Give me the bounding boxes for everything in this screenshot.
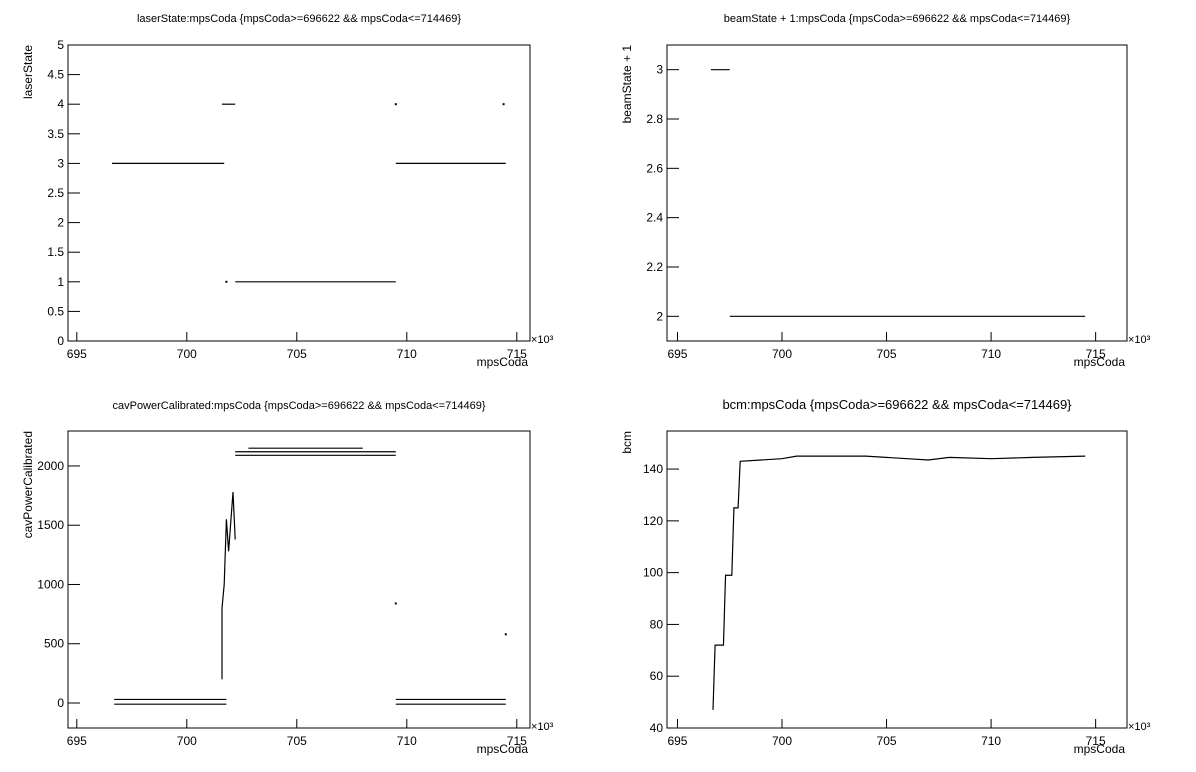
- data-line: [221, 491, 236, 680]
- x-tick-label: 710: [397, 347, 417, 361]
- data-point: [504, 633, 507, 636]
- chart-title: laserState:mpsCoda {mpsCoda>=696622 && m…: [137, 13, 461, 25]
- data-point: [225, 280, 228, 283]
- x-tick-label: 710: [981, 347, 1001, 361]
- x-tick-label: 705: [877, 734, 897, 748]
- x-multiplier: ×10³: [1128, 334, 1151, 346]
- y-tick-label: 3.5: [47, 127, 64, 141]
- x-tick-label: 700: [772, 734, 792, 748]
- y-tick-label: 5: [57, 38, 64, 52]
- x-tick-label: 700: [177, 734, 197, 748]
- y-tick-label: 0: [57, 334, 64, 348]
- y-tick-label: 0: [57, 696, 64, 710]
- chart-title: bcm:mpsCoda {mpsCoda>=696622 && mpsCoda<…: [722, 397, 1072, 412]
- x-multiplier: ×10³: [1128, 721, 1151, 733]
- x-axis-label: mpsCoda: [1074, 355, 1126, 369]
- x-tick-label: 695: [667, 734, 687, 748]
- y-tick-label: 1000: [37, 577, 64, 591]
- y-tick-label: 500: [44, 637, 64, 651]
- y-tick-label: 40: [650, 721, 664, 735]
- y-tick-label: 1500: [37, 518, 64, 532]
- data-point: [394, 602, 397, 605]
- x-tick-label: 715: [507, 734, 527, 748]
- y-axis-label: beamState + 1: [620, 45, 634, 124]
- x-tick-label: 700: [772, 347, 792, 361]
- data-point: [502, 103, 505, 106]
- plot-frame: [666, 44, 1128, 342]
- x-tick-label: 705: [877, 347, 897, 361]
- x-tick-label: 705: [287, 734, 307, 748]
- x-tick-label: 700: [177, 347, 197, 361]
- x-multiplier: ×10³: [531, 721, 554, 733]
- y-tick-label: 2.2: [646, 260, 663, 274]
- x-tick-label: 710: [981, 734, 1001, 748]
- x-tick-label: 710: [397, 734, 417, 748]
- x-tick-label: 705: [287, 347, 307, 361]
- y-tick-label: 2.8: [646, 112, 663, 126]
- y-tick-label: 140: [643, 462, 663, 476]
- y-tick-label: 3: [656, 63, 663, 77]
- y-axis-label: cavPowerCalibrated: [21, 431, 35, 538]
- y-tick-label: 60: [650, 669, 664, 683]
- y-tick-label: 2.4: [646, 211, 663, 225]
- y-tick-label: 1.5: [47, 245, 64, 259]
- data-point: [394, 103, 397, 106]
- plot-frame: [67, 430, 531, 729]
- y-tick-label: 4: [57, 97, 64, 111]
- x-tick-label: 695: [67, 347, 87, 361]
- x-axis-label: mpsCoda: [477, 355, 529, 369]
- chart-title: cavPowerCalibrated:mpsCoda {mpsCoda>=696…: [112, 400, 485, 412]
- y-tick-label: 100: [643, 566, 663, 580]
- y-tick-label: 120: [643, 514, 663, 528]
- y-axis-label: laserState: [21, 45, 35, 99]
- y-tick-label: 0.5: [47, 304, 64, 318]
- x-tick-label: 715: [1086, 347, 1106, 361]
- plot-frame: [666, 430, 1128, 729]
- y-axis-label: bcm: [620, 431, 634, 454]
- data-line: [712, 455, 1086, 710]
- x-tick-label: 695: [67, 734, 87, 748]
- y-tick-label: 2000: [37, 459, 64, 473]
- x-tick-label: 695: [667, 347, 687, 361]
- y-tick-label: 80: [650, 617, 664, 631]
- y-tick-label: 2.5: [47, 186, 64, 200]
- chart-title: beamState + 1:mpsCoda {mpsCoda>=696622 &…: [724, 13, 1071, 25]
- x-tick-label: 715: [507, 347, 527, 361]
- y-tick-label: 2: [656, 309, 663, 323]
- y-tick-label: 4.5: [47, 68, 64, 82]
- x-axis-label: mpsCoda: [477, 742, 529, 756]
- y-tick-label: 2.6: [646, 161, 663, 175]
- x-tick-label: 715: [1086, 734, 1106, 748]
- x-multiplier: ×10³: [531, 334, 554, 346]
- y-tick-label: 3: [57, 156, 64, 170]
- y-tick-label: 1: [57, 275, 64, 289]
- x-axis-label: mpsCoda: [1074, 742, 1126, 756]
- y-tick-label: 2: [57, 216, 64, 230]
